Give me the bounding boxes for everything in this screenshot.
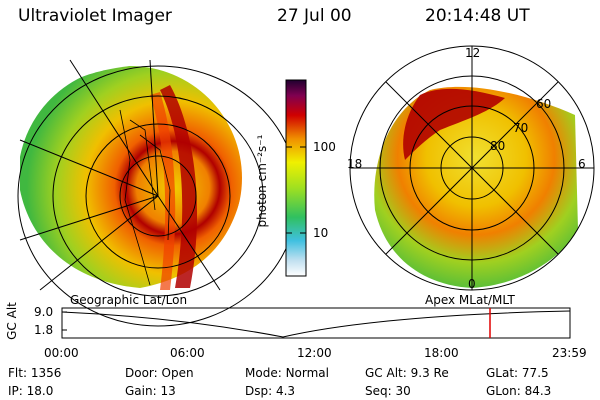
info-mode: Mode: Normal — [245, 366, 329, 380]
lat-label-80: 80 — [490, 139, 506, 153]
geographic-image — [20, 66, 242, 290]
timeline-ytick-1: 1.8 — [34, 323, 54, 337]
magnetic-image — [374, 86, 578, 288]
mlt-label-18: 18 — [347, 157, 363, 171]
colorbar-tick-10: 10 — [313, 226, 329, 240]
info-glon: GLon: 84.3 — [486, 384, 552, 398]
mlt-label-12: 12 — [465, 46, 481, 60]
info-flt: Flt: 1356 — [8, 366, 62, 380]
altitude-timeline — [61, 307, 571, 339]
timeline-xtick-1: 06:00 — [170, 346, 205, 360]
timeline-ytick-9: 9.0 — [34, 305, 54, 319]
colorbar-tick-100: 100 — [313, 140, 336, 154]
left-panel-caption: Geographic Lat/Lon — [70, 293, 188, 307]
mlt-label-6: 6 — [578, 157, 586, 171]
date-label: 27 Jul 00 — [277, 6, 352, 26]
timeline-xtick-3: 18:00 — [424, 346, 459, 360]
instrument-title: Ultraviolet Imager — [18, 6, 172, 26]
colorbar-label: photon cm⁻²s⁻¹ — [255, 134, 269, 228]
timeline-ylabel: GC Alt — [5, 302, 19, 340]
right-panel-caption: Apex MLat/MLT — [425, 293, 515, 307]
lat-label-60: 60 — [536, 97, 552, 111]
colorbar — [285, 79, 307, 277]
info-seq: Seq: 30 — [365, 384, 411, 398]
time-label: 20:14:48 UT — [425, 6, 530, 26]
polar-grid — [349, 45, 595, 291]
mlt-label-0: 0 — [468, 277, 476, 291]
info-gc-alt: GC Alt: 9.3 Re — [365, 366, 449, 380]
lat-label-70: 70 — [513, 121, 529, 135]
timeline-xtick-4: 23:59 — [552, 346, 587, 360]
info-dsp: Dsp: 4.3 — [245, 384, 296, 398]
timeline-xtick-0: 00:00 — [44, 346, 79, 360]
info-door: Door: Open — [125, 366, 194, 380]
info-gain: Gain: 13 — [125, 384, 176, 398]
info-glat: GLat: 77.5 — [486, 366, 549, 380]
info-ip: IP: 18.0 — [8, 384, 54, 398]
timeline-xtick-2: 12:00 — [297, 346, 332, 360]
